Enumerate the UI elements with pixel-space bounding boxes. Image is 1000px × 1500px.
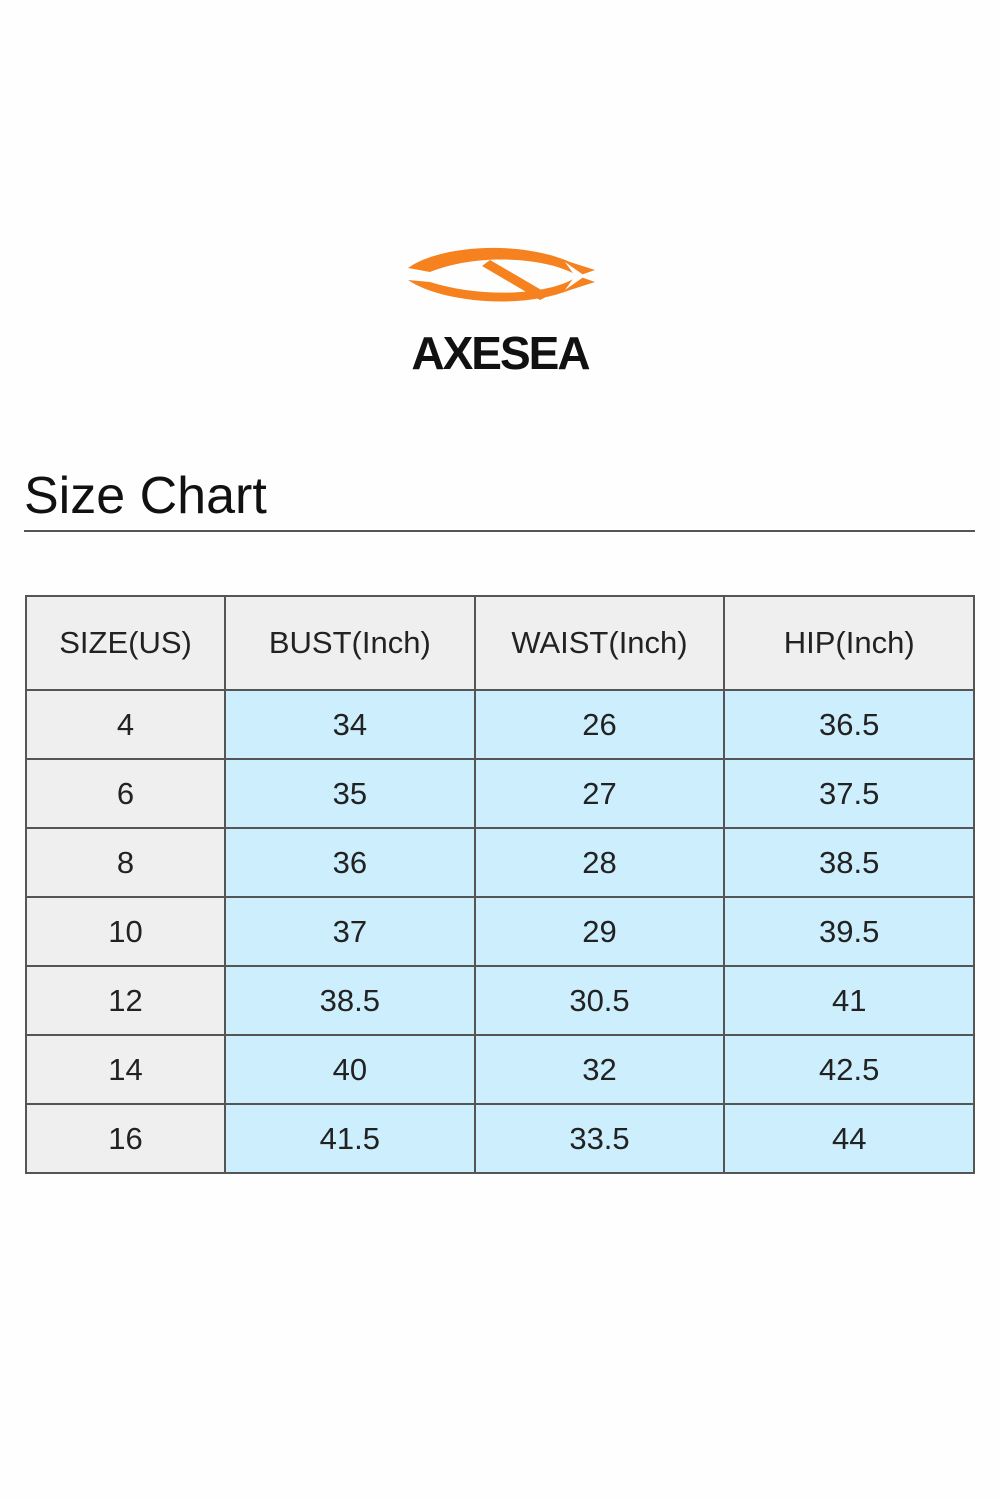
size-cell: 16: [24, 1103, 227, 1174]
size-cell: 10: [24, 896, 227, 967]
brand-name: AXESEA: [411, 327, 590, 379]
table-row: 4 34 26 36.5: [24, 689, 975, 760]
column-header: WAIST(Inch): [473, 595, 726, 691]
measure-cell: 44: [723, 1103, 975, 1174]
measure-cell: 37.5: [723, 758, 975, 829]
column-header: HIP(Inch): [723, 595, 975, 691]
table-row: 14 40 32 42.5: [24, 1034, 975, 1105]
measure-cell: 40: [224, 1034, 476, 1105]
size-cell: 4: [24, 689, 227, 760]
table-row: 16 41.5 33.5 44: [24, 1103, 975, 1174]
column-header: SIZE(US): [24, 595, 227, 691]
measure-cell: 30.5: [473, 965, 726, 1036]
measure-cell: 41: [723, 965, 975, 1036]
column-header: BUST(Inch): [224, 595, 476, 691]
measure-cell: 34: [224, 689, 476, 760]
page-title: Size Chart: [24, 467, 267, 525]
measure-cell: 36.5: [723, 689, 975, 760]
size-cell: 6: [24, 758, 227, 829]
measure-cell: 38.5: [723, 827, 975, 898]
measure-cell: 37: [224, 896, 476, 967]
measure-cell: 26: [473, 689, 726, 760]
table-row: 10 37 29 39.5: [24, 896, 975, 967]
title-rule: [24, 530, 975, 532]
measure-cell: 35: [224, 758, 476, 829]
measure-cell: 39.5: [723, 896, 975, 967]
measure-cell: 42.5: [723, 1034, 975, 1105]
measure-cell: 36: [224, 827, 476, 898]
table-row: 12 38.5 30.5 41: [24, 965, 975, 1036]
size-cell: 8: [24, 827, 227, 898]
logo-mark: [408, 247, 595, 302]
table-row: 6 35 27 37.5: [24, 758, 975, 829]
measure-cell: 29: [473, 896, 726, 967]
measure-cell: 41.5: [224, 1103, 476, 1174]
measure-cell: 33.5: [473, 1103, 726, 1174]
measure-cell: 28: [473, 827, 726, 898]
measure-cell: 27: [473, 758, 726, 829]
size-cell: 12: [24, 965, 227, 1036]
size-table: SIZE(US) BUST(Inch) WAIST(Inch) HIP(Inch) 4…: [24, 595, 975, 1174]
measure-cell: 38.5: [224, 965, 476, 1036]
size-cell: 14: [24, 1034, 227, 1105]
table-row: 8 36 28 38.5: [24, 827, 975, 898]
measure-cell: 32: [473, 1034, 726, 1105]
